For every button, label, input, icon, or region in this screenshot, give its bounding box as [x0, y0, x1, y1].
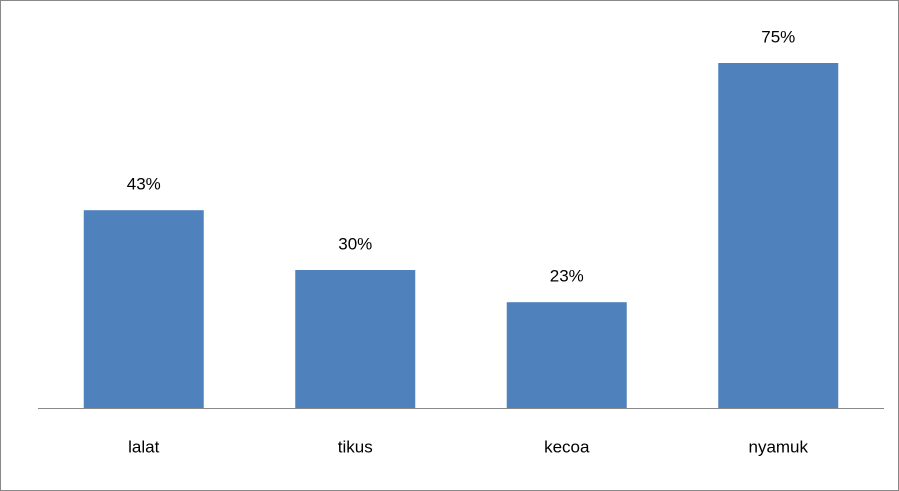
bar — [83, 210, 204, 408]
bar — [295, 270, 416, 408]
x-tick-label: tikus — [338, 437, 373, 456]
bar — [506, 302, 627, 408]
x-tick-label: lalat — [128, 437, 159, 456]
data-label: 30% — [338, 234, 372, 253]
x-tick-label: nyamuk — [748, 437, 808, 456]
x-tick-label: kecoa — [544, 437, 590, 456]
data-label: 75% — [761, 27, 795, 46]
data-label: 43% — [127, 175, 161, 194]
bar — [718, 63, 839, 408]
data-label: 23% — [550, 267, 584, 286]
